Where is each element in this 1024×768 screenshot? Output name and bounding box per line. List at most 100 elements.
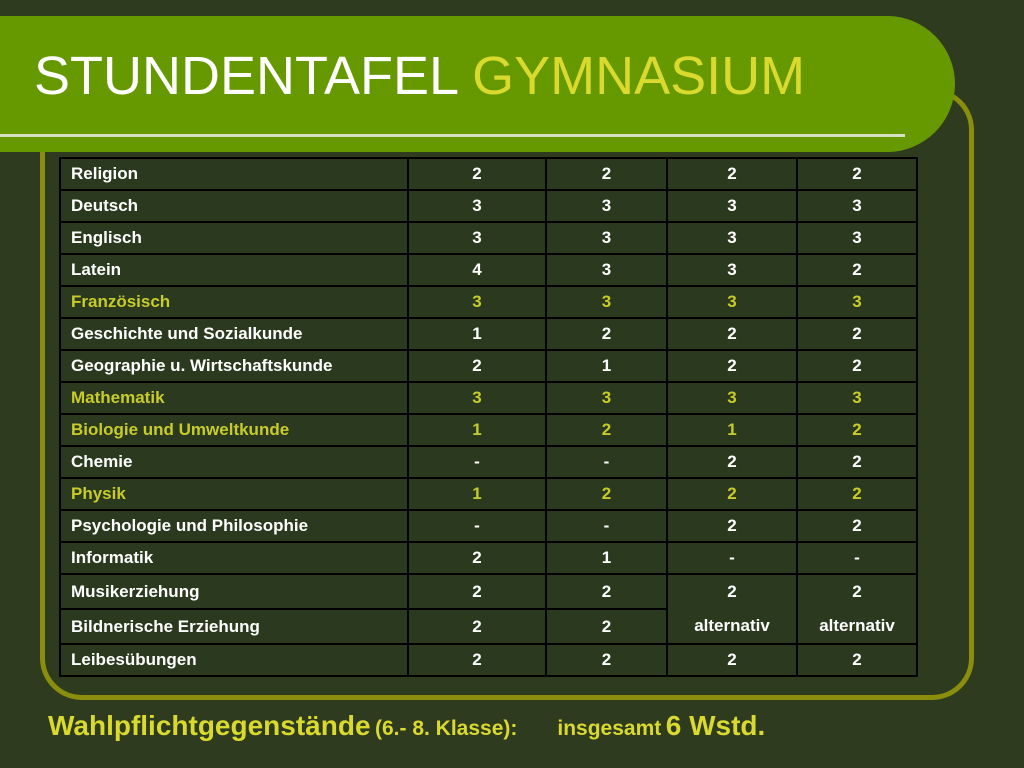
table-row: Biologie und Umweltkunde 1 2 1 2 (59, 413, 918, 447)
subject-cell: Religion (59, 157, 409, 191)
hours-cell: 2 (407, 573, 547, 610)
footer-label: insgesamt (557, 717, 662, 740)
hours-cell: 2 (545, 573, 668, 610)
hours-cell: 2 (545, 413, 668, 447)
table-row: Deutsch 3 3 3 3 (59, 189, 918, 223)
subject-cell: Psychologie und Philosophie (59, 509, 409, 543)
footer-sub: (6.- 8. Klasse): (375, 717, 518, 740)
subject-cell: Chemie (59, 445, 409, 479)
alternativ-hours: 2 (727, 582, 737, 601)
table-row: Latein 4 3 3 2 (59, 253, 918, 287)
table-row: Psychologie und Philosophie - -2 2 (59, 509, 918, 543)
table-row: Mathematik 3 3 3 3 (59, 381, 918, 415)
hours-cell: - (407, 445, 547, 479)
hours-cell: - (545, 445, 668, 479)
table-row: Englisch 3 3 3 3 (59, 221, 918, 255)
hours-cell: 2 (407, 541, 547, 575)
hours-cell: 2 (796, 157, 918, 191)
title-bar (0, 16, 955, 152)
hours-cell: - (796, 541, 918, 575)
timetable: Religion 2 2 2 2 Deutsch 3 3 3 3 Englisch 3 3 3 3 Latei… (59, 157, 918, 677)
hours-cell: 3 (666, 381, 798, 415)
hours-cell: 2 (545, 477, 668, 511)
table-row: Musikerziehung 2 2 2 alternativ 2 alternativ (59, 573, 918, 645)
hours-cell: 3 (796, 285, 918, 319)
hours-cell: 3 (407, 221, 547, 255)
hours-cell: 3 (545, 189, 668, 223)
alternativ-cell: 2 alternativ (666, 573, 798, 645)
hours-cell: 2 (796, 317, 918, 351)
hours-cell: - (666, 541, 798, 575)
slide-title: STUNDENTAFEL GYMNASIUM (34, 46, 805, 106)
table-row: Geographie u. Wirtschaftskunde 2 1 2 2 (59, 349, 918, 383)
table-row: Religion 2 2 2 2 (59, 157, 918, 191)
timetable-body: Religion 2 2 2 2 Deutsch 3 3 3 3 Englisch 3 3 3 3 Latei… (59, 157, 918, 677)
subject-cell: Physik (59, 477, 409, 511)
hours-cell: 2 (796, 349, 918, 383)
footer: Wahlpflichtgegenstände (6.- 8. Klasse): i… (48, 710, 765, 742)
hours-cell: 2 (407, 643, 547, 677)
subject-cell: Geographie u. Wirtschaftskunde (59, 349, 409, 383)
hours-cell: 1 (545, 541, 668, 575)
hours-cell: 3 (796, 381, 918, 415)
hours-cell: 3 (666, 221, 798, 255)
subject-cell: Geschichte und Sozialkunde (59, 317, 409, 351)
hours-cell: 4 (407, 253, 547, 287)
hours-cell: 3 (666, 189, 798, 223)
hours-cell: 3 (407, 189, 547, 223)
hours-cell: 2 (545, 317, 668, 351)
hours-cell: 2 (796, 643, 918, 677)
table-row: Leibesübungen 2 2 2 2 (59, 643, 918, 677)
hours-cell: 2 (796, 445, 918, 479)
hours-cell: 1 (666, 413, 798, 447)
hours-cell: 2 (796, 413, 918, 447)
subject-cell: Mathematik (59, 381, 409, 415)
hours-cell: 1 (407, 317, 547, 351)
hours-cell: 3 (796, 221, 918, 255)
hours-cell: 3 (666, 285, 798, 319)
title-part-stundentafel: STUNDENTAFEL (34, 46, 458, 106)
table-row: Geschichte und Sozialkunde 1 2 2 2 (59, 317, 918, 351)
table-row: Informatik 2 1- - (59, 541, 918, 575)
hours-cell: 2 (407, 157, 547, 191)
hours-cell: 2 (666, 477, 798, 511)
hours-cell: 3 (545, 285, 668, 319)
hours-cell: 3 (666, 253, 798, 287)
hours-cell: 2 (666, 317, 798, 351)
hours-cell: 2 (796, 253, 918, 287)
hours-cell: 1 (407, 477, 547, 511)
hours-cell: 3 (545, 253, 668, 287)
hours-cell: 2 (666, 643, 798, 677)
hours-cell: 2 (545, 643, 668, 677)
footer-value: 6 Wstd. (665, 710, 766, 741)
footer-main: Wahlpflichtgegenstände (48, 710, 371, 741)
hours-cell: 2 (666, 157, 798, 191)
hours-cell: 3 (545, 381, 668, 415)
alternativ-note: alternativ (694, 616, 770, 635)
subject-cell: Englisch (59, 221, 409, 255)
subject-cell: Latein (59, 253, 409, 287)
alternativ-cell: 2 alternativ (796, 573, 918, 645)
hours-cell: 2 (666, 445, 798, 479)
subject-cell: Musikerziehung (59, 573, 409, 610)
title-divider (0, 134, 905, 137)
hours-cell: 2 (545, 157, 668, 191)
subject-cell: Französisch (59, 285, 409, 319)
hours-cell: 2 (796, 477, 918, 511)
alternativ-hours: 2 (852, 582, 862, 601)
hours-cell: 2 (796, 509, 918, 543)
subject-cell: Bildnerische Erziehung (59, 608, 409, 645)
table-row: Französisch 3 3 3 3 (59, 285, 918, 319)
hours-cell: - (407, 509, 547, 543)
subject-cell: Biologie und Umweltkunde (59, 413, 409, 447)
subject-cell: Deutsch (59, 189, 409, 223)
hours-cell: 3 (545, 221, 668, 255)
hours-cell: 3 (796, 189, 918, 223)
alternativ-note: alternativ (819, 616, 895, 635)
hours-cell: 2 (407, 608, 547, 645)
subject-cell: Informatik (59, 541, 409, 575)
hours-cell: 3 (407, 381, 547, 415)
hours-cell: 2 (666, 349, 798, 383)
hours-cell: 2 (545, 608, 668, 645)
hours-cell: 2 (666, 509, 798, 543)
